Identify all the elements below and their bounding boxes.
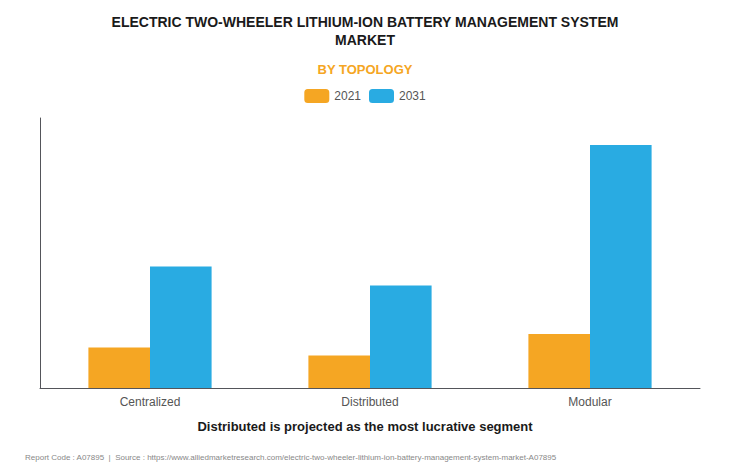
svg-text:Centralized: Centralized	[120, 395, 181, 409]
svg-text:MARKET: MARKET	[335, 32, 395, 48]
svg-text:2031: 2031	[399, 89, 426, 103]
svg-text:Distributed is projected as th: Distributed is projected as the most luc…	[197, 419, 533, 434]
svg-text:Modular: Modular	[568, 395, 611, 409]
svg-text:ELECTRIC TWO-WHEELER LITHIUM-I: ELECTRIC TWO-WHEELER LITHIUM-ION BATTERY…	[112, 14, 619, 30]
svg-text:Report Code : A07895 | Sourc: Report Code : A07895 | Source : https://…	[25, 453, 557, 462]
svg-text:Distributed: Distributed	[341, 395, 398, 409]
svg-text:BY TOPOLOGY: BY TOPOLOGY	[318, 62, 413, 77]
svg-text:2021: 2021	[334, 89, 361, 103]
